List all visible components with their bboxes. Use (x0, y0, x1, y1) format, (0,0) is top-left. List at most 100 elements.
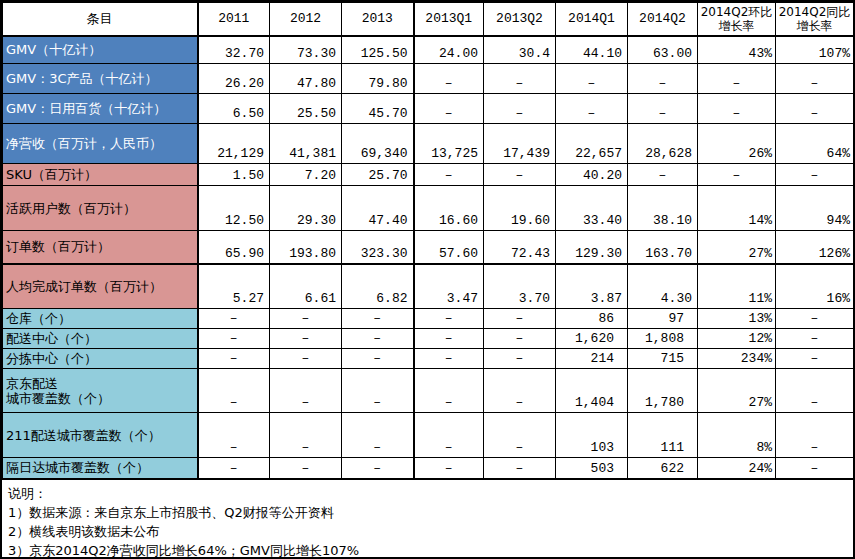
row-label: 京东配送 城市覆盖数（个） (3, 369, 198, 413)
row-label: 净营收（百万计，人民币） (3, 124, 198, 164)
data-cell: – (776, 64, 854, 94)
data-cell: 3.87 (556, 264, 628, 309)
data-cell: 126% (776, 231, 854, 264)
table-row: 活跃用户数（百万计）12.5029.3047.4016.6019.6033.40… (3, 186, 854, 231)
data-cell: – (628, 164, 698, 186)
data-cell: 86 (556, 309, 628, 329)
data-cell: 12% (698, 329, 776, 349)
row-label: GMV：日用百货（十亿计） (3, 94, 198, 124)
data-cell: 13,725 (414, 124, 484, 164)
row-label: 订单数（百万计） (3, 231, 198, 264)
data-cell: 27% (698, 231, 776, 264)
data-cell: 47.80 (270, 64, 342, 94)
data-cell: – (776, 349, 854, 369)
data-cell: 69,340 (342, 124, 414, 164)
data-cell: – (414, 369, 484, 413)
data-cell: 12.50 (198, 186, 270, 231)
data-cell: 26% (698, 124, 776, 164)
row-label: GMV（十亿计） (3, 36, 198, 64)
data-cell: 24.00 (414, 36, 484, 64)
data-cell: – (698, 164, 776, 186)
column-header: 2013Q2 (484, 3, 556, 36)
note-line-2: 2）横线表明该数据未公布 (8, 522, 853, 541)
data-cell: 28,628 (628, 124, 698, 164)
data-cell: 1,780 (628, 369, 698, 413)
data-cell: 72.43 (484, 231, 556, 264)
row-label: 配送中心（个） (3, 329, 198, 349)
data-cell: – (198, 309, 270, 329)
data-cell: – (270, 413, 342, 458)
row-label: GMV：3C产品（十亿计） (3, 64, 198, 94)
column-header: 2013 (342, 3, 414, 36)
data-cell: – (198, 458, 270, 479)
column-header: 2014Q2 (628, 3, 698, 36)
data-cell: 19.60 (484, 186, 556, 231)
data-cell: 8% (698, 413, 776, 458)
data-cell: 64% (776, 124, 854, 164)
table-row: 211配送城市覆盖数（个）–––––1031118%– (3, 413, 854, 458)
data-cell: 22,657 (556, 124, 628, 164)
data-cell: – (342, 458, 414, 479)
data-cell: 3.70 (484, 264, 556, 309)
data-cell: 6.82 (342, 264, 414, 309)
data-cell: 103 (556, 413, 628, 458)
data-cell: 193.80 (270, 231, 342, 264)
data-cell: – (776, 458, 854, 479)
data-cell: 44.10 (556, 36, 628, 64)
data-cell: – (342, 349, 414, 369)
data-cell: 26.20 (198, 64, 270, 94)
data-cell: – (484, 369, 556, 413)
data-cell: – (484, 413, 556, 458)
data-cell: – (270, 329, 342, 349)
data-cell: 622 (628, 458, 698, 479)
data-cell: – (414, 458, 484, 479)
data-cell: 6.61 (270, 264, 342, 309)
data-cell: 11% (698, 264, 776, 309)
data-cell: 1,808 (628, 329, 698, 349)
table-row: SKU（百万计）1.507.2025.70––40.20––– (3, 164, 854, 186)
data-cell: – (342, 329, 414, 349)
data-cell: – (484, 329, 556, 349)
table-row: GMV（十亿计）32.7073.30125.5024.0030.444.1063… (3, 36, 854, 64)
data-cell: – (484, 309, 556, 329)
row-label: 211配送城市覆盖数（个） (3, 413, 198, 458)
data-cell: 1,620 (556, 329, 628, 349)
data-cell: – (270, 458, 342, 479)
data-cell: 214 (556, 349, 628, 369)
data-cell: – (776, 413, 854, 458)
data-cell: – (198, 329, 270, 349)
data-cell: 234% (698, 349, 776, 369)
table-header-row: 条目2011201220132013Q12013Q22014Q12014Q220… (3, 3, 854, 36)
data-cell: – (628, 64, 698, 94)
data-cell: 94% (776, 186, 854, 231)
column-header: 2014Q2环比增长率 (698, 3, 776, 36)
data-cell: 16.60 (414, 186, 484, 231)
column-header-item: 条目 (3, 3, 198, 36)
data-cell: 1,404 (556, 369, 628, 413)
data-cell: 503 (556, 458, 628, 479)
data-cell: – (484, 349, 556, 369)
data-cell: – (342, 309, 414, 329)
column-header: 2011 (198, 3, 270, 36)
data-cell: 97 (628, 309, 698, 329)
note-line-1: 1）数据来源：来自京东上市招股书、Q2财报等公开资料 (8, 503, 853, 522)
data-cell: – (414, 94, 484, 124)
data-cell: 47.40 (342, 186, 414, 231)
data-cell: 41,381 (270, 124, 342, 164)
data-cell: 45.70 (342, 94, 414, 124)
data-cell: 715 (628, 349, 698, 369)
data-cell: 125.50 (342, 36, 414, 64)
data-cell: 79.80 (342, 64, 414, 94)
data-cell: 63.00 (628, 36, 698, 64)
data-cell: – (270, 309, 342, 329)
data-cell: – (414, 349, 484, 369)
table-row: 配送中心（个）–––––1,6201,80812%– (3, 329, 854, 349)
jd-metrics-report: 条目2011201220132013Q12013Q22014Q12014Q220… (0, 0, 855, 559)
data-cell: 163.70 (628, 231, 698, 264)
data-cell: – (484, 94, 556, 124)
data-cell: – (484, 164, 556, 186)
data-cell: – (556, 64, 628, 94)
table-row: 京东配送 城市覆盖数（个）–––––1,4041,78027%– (3, 369, 854, 413)
data-cell: 17,439 (484, 124, 556, 164)
row-label: 仓库（个） (3, 309, 198, 329)
